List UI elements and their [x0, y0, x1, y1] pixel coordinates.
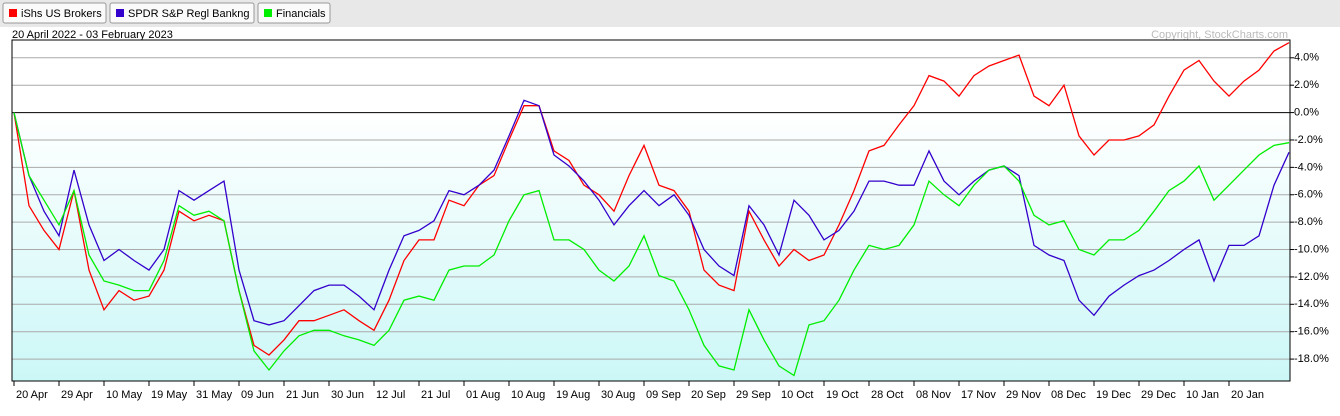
- y-tick-label: -8.0%: [1294, 216, 1323, 228]
- x-tick-label: 30 Jun: [331, 389, 364, 401]
- y-tick-label: 4.0%: [1294, 52, 1319, 64]
- x-tick-label: 12 Jul: [376, 389, 405, 401]
- plot-area: 4.0% 2.0% 0.0% -2.0% -4.0% -6.0% -8.0% -10.0% -1…: [11, 39, 1329, 401]
- x-tick-label: 17 Nov: [961, 389, 996, 401]
- legend: iShs US Brokers SPDR S&P Regl Bankng Finan…: [2, 2, 331, 24]
- x-tick-label: 09 Jun: [241, 389, 274, 401]
- series-line: [13, 112, 1290, 377]
- y-tick-label: 2.0%: [1294, 79, 1319, 91]
- x-tick-label: 30 Aug: [601, 389, 635, 401]
- y-tick-label: 0.0%: [1294, 106, 1319, 118]
- x-tick-label: 01 Aug: [466, 389, 500, 401]
- y-tick-label: -14.0%: [1294, 298, 1329, 310]
- x-tick-label: 19 Dec: [1096, 389, 1131, 401]
- x-tick-label: 10 Oct: [781, 389, 813, 401]
- x-tick-label: 08 Dec: [1051, 389, 1086, 401]
- legend-label: SPDR S&P Regl Bankng: [128, 8, 249, 20]
- y-tick-label: -16.0%: [1294, 326, 1329, 338]
- y-tick-label: -18.0%: [1294, 353, 1329, 365]
- x-tick-label: 29 Sep: [736, 389, 771, 401]
- x-tick-label: 20 Sep: [691, 389, 726, 401]
- legend-button[interactable]: [109, 2, 255, 24]
- legend-label: iShs US Brokers: [21, 8, 102, 20]
- x-tick-label: 19 May: [151, 389, 188, 401]
- legend-button[interactable]: [2, 2, 107, 24]
- y-tick-label: -10.0%: [1294, 243, 1329, 255]
- y-tick-label: -6.0%: [1294, 189, 1323, 201]
- x-tick-label: 31 May: [196, 389, 233, 401]
- x-tick-label: 10 Aug: [511, 389, 545, 401]
- x-tick-label: 20 Apr: [16, 389, 48, 401]
- x-tick-label: 29 Nov: [1006, 389, 1041, 401]
- plot-background: [12, 112, 1290, 381]
- x-tick-label: 10 Jan: [1186, 389, 1219, 401]
- x-tick-label: 28 Oct: [871, 389, 903, 401]
- legend-label: Financials: [276, 8, 326, 20]
- y-tick-label: -2.0%: [1294, 134, 1323, 146]
- x-tick-label: 09 Sep: [646, 389, 681, 401]
- legend-button[interactable]: [257, 2, 331, 24]
- x-tick-label: 29 Dec: [1141, 389, 1176, 401]
- y-tick-label: -4.0%: [1294, 161, 1323, 173]
- legend-swatch: [116, 9, 124, 17]
- legend-swatch: [264, 9, 272, 17]
- series-line: [13, 99, 1290, 326]
- x-tick-label: 19 Oct: [826, 389, 858, 401]
- x-tick-label: 29 Apr: [61, 389, 93, 401]
- x-tick-label: 21 Jul: [421, 389, 450, 401]
- x-tick-label: 21 Jun: [286, 389, 319, 401]
- legend-swatch: [9, 9, 17, 17]
- x-tick-label: 19 Aug: [556, 389, 590, 401]
- x-tick-label: 10 May: [106, 389, 143, 401]
- plot-border: [11, 39, 1291, 382]
- x-tick-label: 08 Nov: [916, 389, 951, 401]
- copyright: Copyright, StockCharts.com: [1151, 29, 1288, 41]
- y-tick-label: -12.0%: [1294, 271, 1329, 283]
- x-tick-label: 20 Jan: [1231, 389, 1264, 401]
- subtitle: 20 April 2022 - 03 February 2023: [12, 29, 173, 41]
